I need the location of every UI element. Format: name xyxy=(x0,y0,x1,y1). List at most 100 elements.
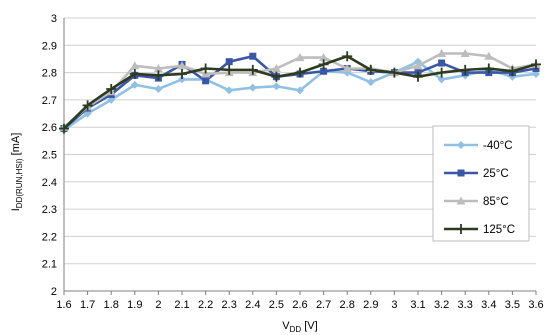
series-group xyxy=(59,48,541,134)
legend-item-2: 85°C xyxy=(444,196,509,208)
x-tick-label: 3.6 xyxy=(528,299,543,311)
legend-swatch-marker xyxy=(457,141,465,149)
legend-label: 85°C xyxy=(483,196,509,208)
legend-items: -40°C 25°C 85°C 125°C xyxy=(444,140,515,236)
legend: -40°C 25°C 85°C 125°C xyxy=(432,125,530,242)
data-point xyxy=(177,61,187,70)
y-tick-label: 2.9 xyxy=(42,40,57,52)
data-point xyxy=(225,58,233,66)
data-point xyxy=(531,59,541,70)
legend-label: -40°C xyxy=(483,140,513,152)
x-tick-label: 2.9 xyxy=(363,299,378,311)
data-point xyxy=(130,61,140,70)
data-point xyxy=(413,61,423,70)
data-point xyxy=(153,64,163,73)
x-axis-label-unit: [V] xyxy=(301,320,318,332)
y-tick-label: 2.6 xyxy=(42,122,57,134)
x-tick-label: 2 xyxy=(155,299,161,311)
x-tick-label: 3.4 xyxy=(481,299,496,311)
legend-item-1: 25°C xyxy=(444,168,509,180)
data-point xyxy=(202,77,210,85)
data-point xyxy=(106,83,117,94)
x-axis-label-main: V xyxy=(282,320,290,332)
y-tick-label: 2 xyxy=(51,286,57,298)
x-tick-label: 2.7 xyxy=(316,299,331,311)
grid-lines xyxy=(64,17,536,265)
data-point xyxy=(177,68,187,79)
legend-item-0: -40°C xyxy=(444,140,513,152)
data-point xyxy=(342,64,352,73)
y-tick-label: 2.2 xyxy=(42,231,57,243)
data-point xyxy=(271,71,282,82)
data-point xyxy=(178,75,186,84)
data-point xyxy=(438,59,446,67)
x-tick-label: 2.5 xyxy=(269,299,284,311)
x-tick-label: 1.6 xyxy=(56,299,71,311)
data-point xyxy=(483,63,494,74)
x-tick-label: 3.5 xyxy=(505,299,520,311)
data-point xyxy=(437,48,447,57)
x-tick-label: 1.8 xyxy=(104,299,119,311)
data-point xyxy=(153,70,164,81)
axes xyxy=(63,18,537,295)
x-tick-label: 2.6 xyxy=(292,299,307,311)
x-tick-label: 1.7 xyxy=(80,299,95,311)
y-tick-label: 2.8 xyxy=(42,68,57,80)
data-point xyxy=(389,67,400,78)
y-axis-label-main: I xyxy=(10,208,22,211)
data-point xyxy=(59,123,69,134)
legend-swatch-marker xyxy=(456,196,466,205)
data-point xyxy=(437,75,446,84)
legend-swatch-marker xyxy=(456,224,466,234)
data-point xyxy=(295,53,305,62)
x-tick-label: 2.2 xyxy=(198,299,213,311)
x-tick-labels: 1.6 1.7 1.8 1.9 2 2.1 2.2 2.3 2.4 2.5 2.6 2.7 2.8 2.9… xyxy=(56,299,543,311)
data-point xyxy=(224,64,235,75)
x-tick-label: 3.3 xyxy=(458,299,473,311)
legend-label: 125°C xyxy=(483,224,515,236)
data-point xyxy=(271,64,281,73)
y-tick-label: 3 xyxy=(51,13,57,25)
y-tick-label: 2.4 xyxy=(42,177,57,189)
data-point xyxy=(129,68,140,79)
legend-label: 25°C xyxy=(483,168,509,180)
data-point xyxy=(247,64,258,75)
series-3 xyxy=(59,51,541,134)
y-tick-label: 2.3 xyxy=(42,204,57,216)
y-tick-labels: 2 2.1 2.2 2.3 2.4 2.5 2.6 2.7 2.8 2.9 3 xyxy=(42,13,57,298)
y-axis-label-sub: DD(RUN,HSI) xyxy=(15,158,24,208)
data-point xyxy=(248,83,257,92)
y-axis-label: IDD(RUN,HSI) [mA] xyxy=(10,133,24,212)
data-point xyxy=(436,67,447,78)
x-tick-label: 1.9 xyxy=(127,299,142,311)
data-point xyxy=(318,59,329,70)
legend-item-3: 125°C xyxy=(444,224,515,236)
data-point xyxy=(154,84,163,93)
data-point xyxy=(200,63,211,74)
x-tick-label: 3 xyxy=(391,299,397,311)
data-point xyxy=(484,51,494,60)
data-point xyxy=(130,80,139,89)
data-point xyxy=(460,64,471,75)
data-point xyxy=(225,86,234,95)
y-axis-label-unit: [mA] xyxy=(10,133,22,159)
x-tick-label: 3.2 xyxy=(434,299,449,311)
data-point xyxy=(319,53,329,62)
data-point xyxy=(296,86,304,95)
x-axis-label-sub: DD xyxy=(290,325,302,334)
data-point xyxy=(342,51,353,62)
data-point xyxy=(366,78,375,87)
data-point xyxy=(249,52,257,60)
data-point xyxy=(295,67,305,78)
data-point xyxy=(320,67,328,75)
y-tick-label: 2.5 xyxy=(42,150,57,162)
data-point xyxy=(413,71,423,82)
x-tick-label: 2.3 xyxy=(222,299,237,311)
y-tick-label: 2.1 xyxy=(42,259,57,271)
x-axis-label: VDD [V] xyxy=(282,320,317,334)
y-tick-label: 2.7 xyxy=(42,95,57,107)
data-point xyxy=(82,100,93,111)
x-tick-label: 2.1 xyxy=(174,299,189,311)
x-tick-label: 3.1 xyxy=(410,299,425,311)
